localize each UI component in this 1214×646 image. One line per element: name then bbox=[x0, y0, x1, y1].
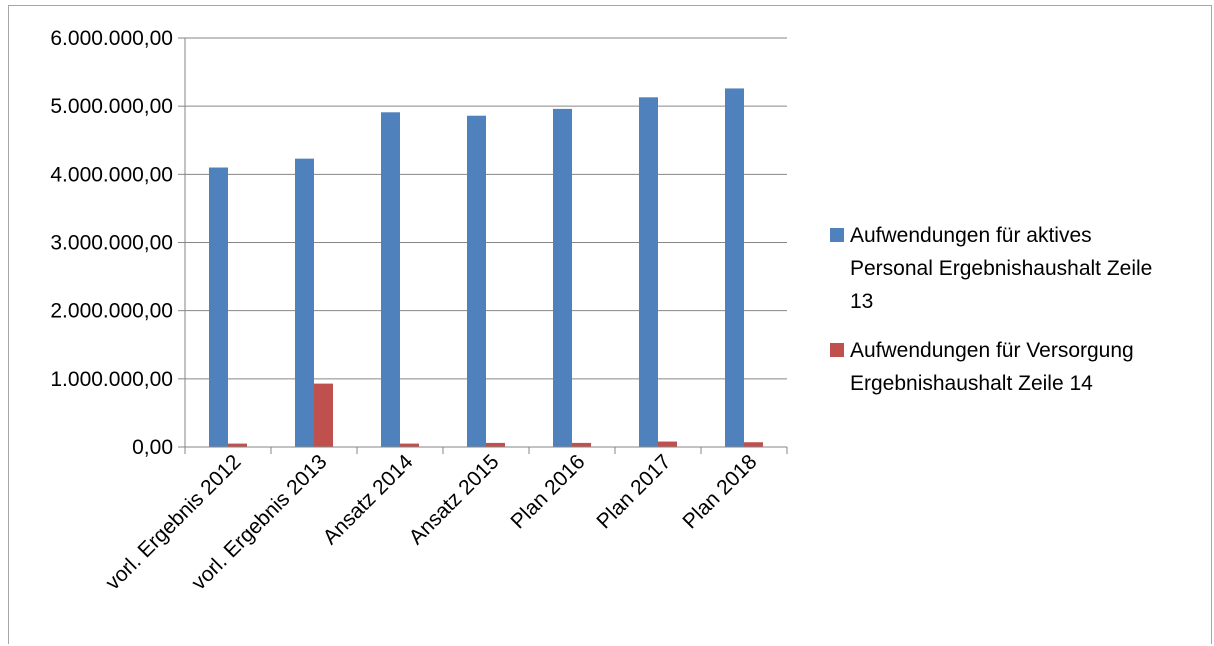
bar-versorgung bbox=[228, 443, 247, 447]
bar-versorgung bbox=[400, 443, 419, 447]
legend-label: Personal Ergebnishaushalt Zeile bbox=[850, 257, 1152, 280]
y-axis: 0,00 1.000.000,00 2.000.000,00 3.000.000,00… bbox=[50, 27, 186, 459]
y-tick-label: 6.000.000,00 bbox=[50, 27, 173, 50]
bars bbox=[209, 88, 763, 448]
bar-versorgung bbox=[658, 441, 677, 447]
x-tick-label: Plan 2016 bbox=[506, 450, 589, 533]
legend-label: Aufwendungen für aktives bbox=[850, 224, 1092, 247]
bar-aktives-personal bbox=[467, 115, 486, 448]
bar-aktives-personal bbox=[553, 108, 572, 447]
bar-versorgung bbox=[486, 442, 505, 447]
bar-aktives-personal bbox=[209, 167, 228, 447]
x-tick-label: Ansatz 2014 bbox=[319, 450, 418, 549]
y-tick-label: 1.000.000,00 bbox=[50, 368, 173, 391]
chart-frame bbox=[8, 5, 1212, 644]
legend-swatch bbox=[830, 228, 844, 242]
bar-aktives-personal bbox=[639, 97, 658, 448]
bar-versorgung bbox=[572, 442, 591, 447]
legend-label: 13 bbox=[850, 290, 873, 313]
y-tick-label: 2.000.000,00 bbox=[50, 300, 173, 323]
legend-label: Ergebnishaushalt Zeile 14 bbox=[850, 372, 1093, 395]
legend-item: Aufwendungen für Versorgung Ergebnishaush… bbox=[830, 339, 1134, 395]
x-tick-label: Plan 2018 bbox=[678, 450, 761, 533]
y-tick-label: 5.000.000,00 bbox=[50, 95, 173, 118]
bar-versorgung bbox=[744, 442, 763, 447]
bar-aktives-personal bbox=[725, 88, 744, 448]
x-tick-label: Ansatz 2015 bbox=[405, 450, 504, 549]
legend: Aufwendungen für aktives Personal Ergebni… bbox=[830, 224, 1152, 395]
bar-versorgung bbox=[314, 383, 333, 447]
legend-swatch bbox=[830, 343, 844, 357]
bar-aktives-personal bbox=[295, 158, 314, 447]
bar-aktives-personal bbox=[381, 112, 400, 447]
y-tick-label: 4.000.000,00 bbox=[50, 163, 173, 186]
legend-label: Aufwendungen für Versorgung bbox=[850, 339, 1134, 362]
x-tick-label: Plan 2017 bbox=[592, 450, 675, 533]
legend-item: Aufwendungen für aktives Personal Ergebni… bbox=[830, 224, 1152, 313]
y-tick-label: 0,00 bbox=[132, 436, 173, 459]
y-tick-label: 3.000.000,00 bbox=[50, 232, 173, 255]
